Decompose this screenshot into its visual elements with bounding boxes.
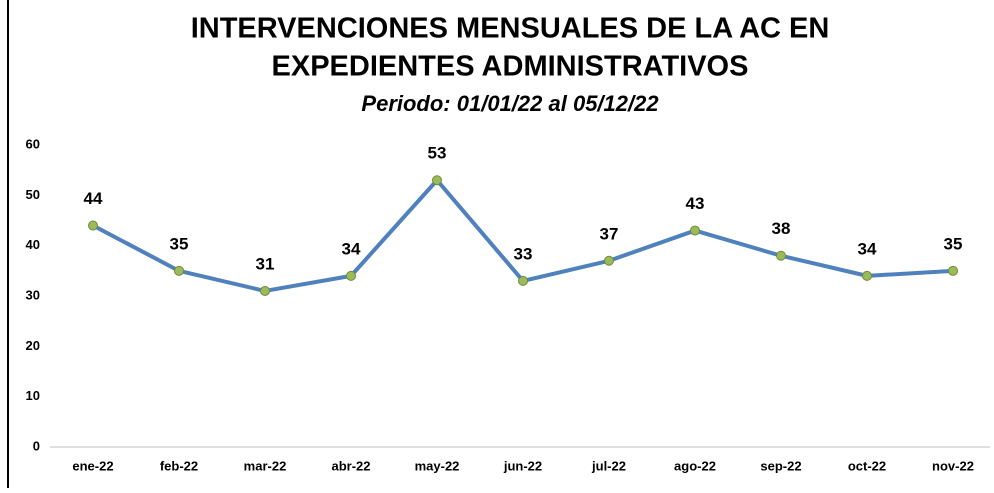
data-label: 34 xyxy=(342,239,361,258)
data-label: 33 xyxy=(514,244,533,263)
x-tick-label: jun-22 xyxy=(503,458,542,473)
marker xyxy=(604,255,614,266)
y-tick-label: 50 xyxy=(26,187,40,202)
marker xyxy=(776,250,786,261)
data-label: 35 xyxy=(944,234,963,253)
x-tick-label: mar-22 xyxy=(244,458,287,473)
y-tick-label: 20 xyxy=(26,338,40,353)
marker xyxy=(260,285,270,296)
data-label: 35 xyxy=(170,234,189,253)
y-tick-label: 60 xyxy=(26,136,40,151)
y-tick-label: 40 xyxy=(26,237,40,252)
x-tick-label: may-22 xyxy=(415,458,460,473)
y-tick-label: 30 xyxy=(26,287,40,302)
marker xyxy=(174,265,184,276)
marker xyxy=(690,225,700,236)
marker xyxy=(948,265,958,276)
data-label: 43 xyxy=(686,194,705,213)
chart-title: INTERVENCIONES MENSUALES DE LA AC EN xyxy=(191,13,830,45)
x-tick-label: ene-22 xyxy=(72,458,113,473)
marker xyxy=(88,220,98,231)
marker xyxy=(432,175,442,186)
x-tick-label: ago-22 xyxy=(674,458,716,473)
data-label: 37 xyxy=(600,224,619,243)
y-tick-label: 0 xyxy=(33,438,40,453)
x-tick-label: abr-22 xyxy=(331,458,370,473)
chart-subtitle: Periodo: 01/01/22 al 05/12/22 xyxy=(361,91,659,116)
data-label: 53 xyxy=(428,144,447,163)
x-tick-label: feb-22 xyxy=(160,458,198,473)
x-tick-label: oct-22 xyxy=(848,458,886,473)
marker xyxy=(862,270,872,281)
data-label: 44 xyxy=(84,189,103,208)
marker xyxy=(346,270,356,281)
y-tick-label: 10 xyxy=(26,388,40,403)
x-tick-label: jul-22 xyxy=(591,458,626,473)
data-label: 31 xyxy=(256,254,275,273)
chart-title: EXPEDIENTES ADMINISTRATIVOS xyxy=(272,51,749,83)
x-tick-label: sep-22 xyxy=(760,458,801,473)
data-label: 38 xyxy=(772,219,791,238)
marker xyxy=(518,275,528,286)
data-label: 34 xyxy=(858,239,877,258)
x-tick-label: nov-22 xyxy=(932,458,974,473)
line xyxy=(92,178,954,293)
